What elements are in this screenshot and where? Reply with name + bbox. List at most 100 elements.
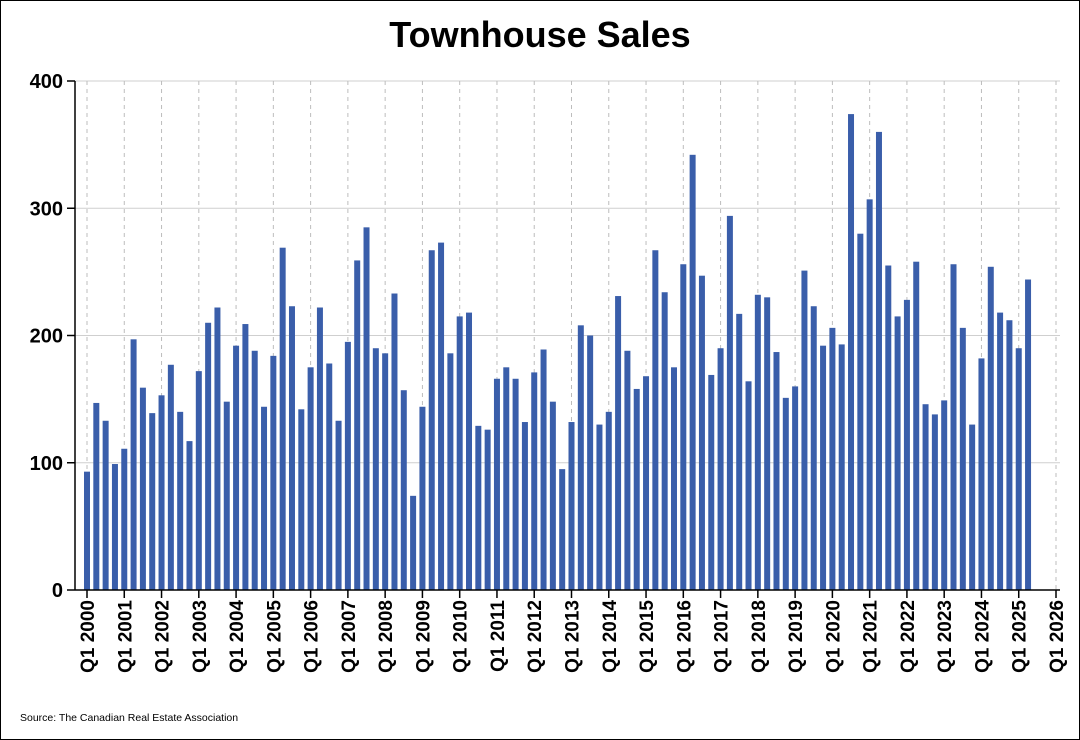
bar [410,495,417,590]
bar [512,378,519,590]
bar [652,250,659,590]
x-tick-label: Q1 2007 [339,600,360,673]
bar [158,395,165,590]
bar [773,352,780,590]
bar [270,355,277,590]
x-tick-label: Q1 2001 [115,600,136,673]
bar [997,312,1004,590]
bar [885,265,892,590]
bar [326,363,333,590]
x-tick-label: Q1 2014 [600,600,621,673]
bar [251,350,258,590]
bar [195,371,202,590]
y-tick-label: 100 [30,453,63,475]
x-tick-label: Q1 2008 [376,600,397,673]
x-tick-label: Q1 2020 [823,600,844,673]
x-tick-label: Q1 2002 [153,600,174,673]
bar [959,327,966,590]
bar [661,292,668,590]
x-tick-label: Q1 2015 [637,600,658,673]
x-tick-label: Q1 2005 [264,600,285,673]
bar [857,233,864,590]
bar [391,293,398,590]
bar [931,414,938,590]
y-tick-label: 300 [30,198,63,220]
bar [1006,320,1013,590]
bar [354,260,361,590]
bar [316,307,323,590]
x-tick-label: Q1 2017 [712,600,733,673]
x-tick-label: Q1 2012 [525,600,546,673]
bar [866,199,873,590]
bar [587,335,594,590]
bar [670,367,677,590]
bar [447,353,454,590]
y-tick-label: 0 [52,580,63,602]
bar [969,424,976,590]
bar [922,404,929,590]
bar [484,429,491,590]
y-tick-label: 200 [30,326,63,348]
bar [205,322,212,590]
bar [279,247,286,590]
bar [875,131,882,590]
bar [643,376,650,590]
bar [261,406,268,590]
bar [298,409,305,590]
bar [531,372,538,590]
bar [139,387,146,590]
x-tick-label: Q1 2018 [749,600,770,673]
bar [792,386,799,590]
bar [726,215,733,590]
x-tick-label: Q1 2023 [935,600,956,673]
bar [223,401,230,590]
bar [177,411,184,590]
bar [186,441,193,590]
bar [149,413,156,590]
bar [382,353,389,590]
bar [503,367,510,590]
chart-title: Townhouse Sales [389,14,691,55]
bar [577,325,584,590]
bar [689,154,696,590]
bar [615,296,622,590]
bar [475,425,482,590]
bar [111,464,118,590]
bar [344,341,351,590]
bar [698,275,705,590]
bar [680,264,687,590]
bar [121,448,128,590]
x-tick-label: Q1 2010 [451,600,472,673]
bar [167,364,174,590]
bar [84,471,90,590]
bar [233,345,240,590]
bar [829,327,836,590]
bar [633,388,640,590]
bar [363,227,370,590]
bar [214,307,221,590]
bar [242,324,249,590]
x-tick-label: Q1 2011 [488,600,509,672]
x-tick-label: Q1 2013 [563,600,584,673]
bar [894,316,901,590]
bar [848,114,855,591]
x-tick-label: Q1 2006 [302,600,323,673]
bar [596,424,603,590]
bar [102,420,109,590]
bar [1015,348,1022,590]
bar [754,294,761,590]
bar [913,261,920,590]
bar [708,374,715,590]
bar [987,266,994,590]
bar [493,378,500,590]
bar [782,397,789,590]
bar [941,400,948,590]
bar [335,420,342,590]
bar [130,339,137,590]
bar [428,250,435,590]
bar [466,312,473,590]
bar [559,469,566,590]
bar [624,350,631,590]
x-tick-label: Q1 2009 [413,600,434,673]
